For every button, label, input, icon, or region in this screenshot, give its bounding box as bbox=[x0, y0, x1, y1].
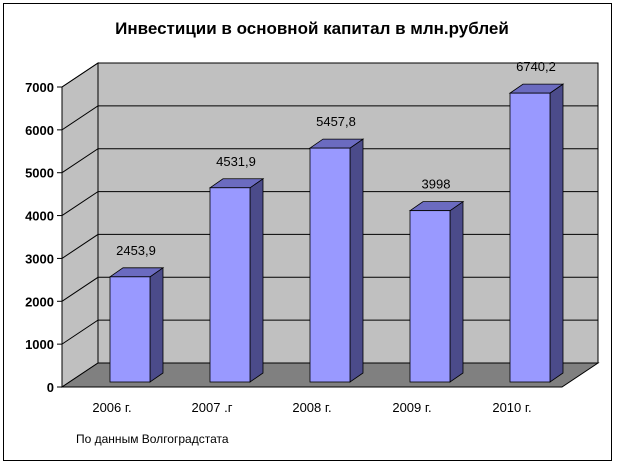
bar-side bbox=[349, 138, 364, 383]
x-category-label: 2006 г. bbox=[92, 400, 131, 415]
bar-front bbox=[509, 92, 551, 383]
y-tick-label: 5000 bbox=[25, 166, 54, 181]
x-axis-categories: 2006 г. 2007 .г 2008 г. 2009 г. 2010 г. bbox=[92, 400, 531, 415]
y-tick-label: 0 bbox=[47, 380, 54, 395]
y-tick-label: 2000 bbox=[25, 294, 54, 309]
gridlines bbox=[57, 62, 598, 388]
data-label: 3998 bbox=[422, 177, 451, 192]
data-labels: 2453,9 4531,9 5457,8 3998 6740,2 bbox=[116, 59, 556, 258]
y-axis-ticks: 0 1000 2000 3000 4000 5000 6000 7000 bbox=[25, 80, 54, 395]
bar-side bbox=[449, 200, 464, 383]
y-tick-label: 1000 bbox=[25, 337, 54, 352]
x-category-label: 2009 г. bbox=[392, 400, 431, 415]
bar bbox=[208, 178, 265, 383]
chart-title: Инвестиции в основной капитал в млн.рубл… bbox=[115, 19, 509, 38]
bar-front bbox=[109, 276, 151, 383]
gridline bbox=[61, 105, 598, 131]
data-label: 6740,2 bbox=[516, 59, 556, 74]
y-tick-label: 6000 bbox=[25, 123, 54, 138]
x-category-label: 2007 .г bbox=[192, 400, 233, 415]
data-label: 5457,8 bbox=[316, 114, 356, 129]
x-category-label: 2008 г. bbox=[292, 400, 331, 415]
bar bbox=[508, 83, 565, 383]
bar-front bbox=[209, 187, 251, 383]
y-tick-label: 7000 bbox=[25, 80, 54, 95]
x-category-label: 2010 г. bbox=[492, 400, 531, 415]
bars bbox=[108, 83, 565, 383]
bar-side bbox=[249, 178, 264, 383]
bar bbox=[408, 200, 465, 383]
data-label: 4531,9 bbox=[216, 154, 256, 169]
bar-front bbox=[409, 210, 451, 383]
gridline bbox=[61, 191, 598, 216]
bar bbox=[108, 267, 165, 383]
bar-side bbox=[149, 267, 164, 383]
gridline bbox=[61, 62, 598, 88]
gridline bbox=[61, 148, 598, 174]
side-wall bbox=[61, 62, 99, 388]
y-tick-label: 3000 bbox=[25, 251, 54, 266]
data-label: 2453,9 bbox=[116, 243, 156, 258]
y-tick-label: 4000 bbox=[25, 209, 54, 224]
bar-front bbox=[309, 147, 351, 383]
bar bbox=[308, 138, 365, 383]
source-footnote: По данным Волгоградстата bbox=[76, 432, 229, 446]
bar-side bbox=[549, 83, 564, 383]
